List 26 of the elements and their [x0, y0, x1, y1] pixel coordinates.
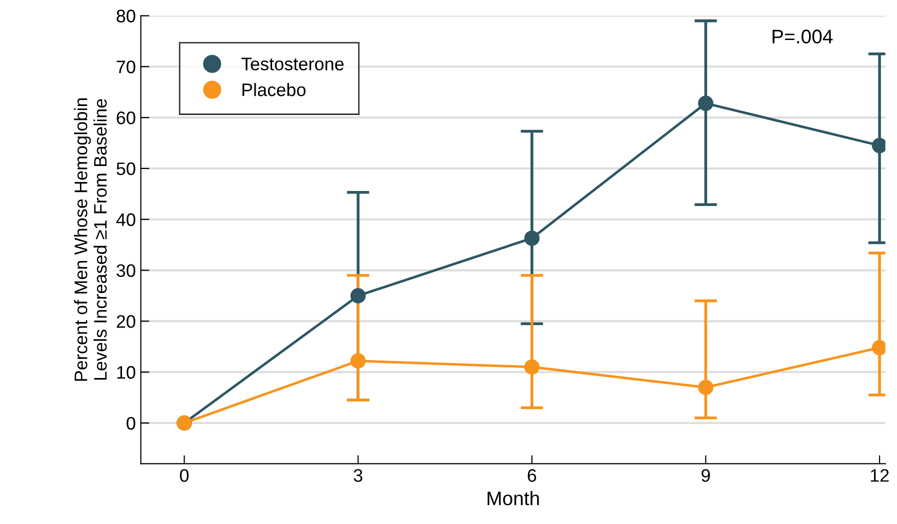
x-tick-label: 0	[180, 469, 189, 482]
y-tick-label: 30	[116, 264, 136, 277]
y-tick-label: 10	[117, 366, 136, 379]
y-tick-label: 60	[116, 111, 136, 124]
y-tick-label: 70	[116, 60, 136, 74]
point	[524, 230, 540, 246]
y-tick-label: 80	[116, 10, 136, 22]
legend-label: Placebo	[242, 82, 306, 96]
point	[350, 353, 366, 369]
y-axis-title: Percent of Men Whose Hemoglobin Levels Increased ≥1 From Baseline	[74, 98, 107, 381]
point	[350, 288, 366, 304]
annotation: P=.004	[772, 30, 833, 44]
y-tick-label: 40	[116, 213, 136, 226]
x-tick-label: 3	[354, 469, 362, 482]
y-tick-label: 50	[116, 162, 136, 176]
x-tick-label: 6	[528, 469, 536, 482]
point	[872, 340, 886, 356]
point	[524, 359, 540, 375]
x-tick-label: 9	[702, 469, 710, 482]
y-tick-label: 0	[126, 416, 136, 430]
point	[698, 96, 714, 111]
y-tick-label: 20	[116, 315, 136, 328]
x-tick-label: 12	[870, 469, 889, 482]
x-axis-title: Month	[488, 490, 539, 506]
point	[698, 380, 714, 396]
legend-label: Testosterone	[241, 58, 344, 70]
